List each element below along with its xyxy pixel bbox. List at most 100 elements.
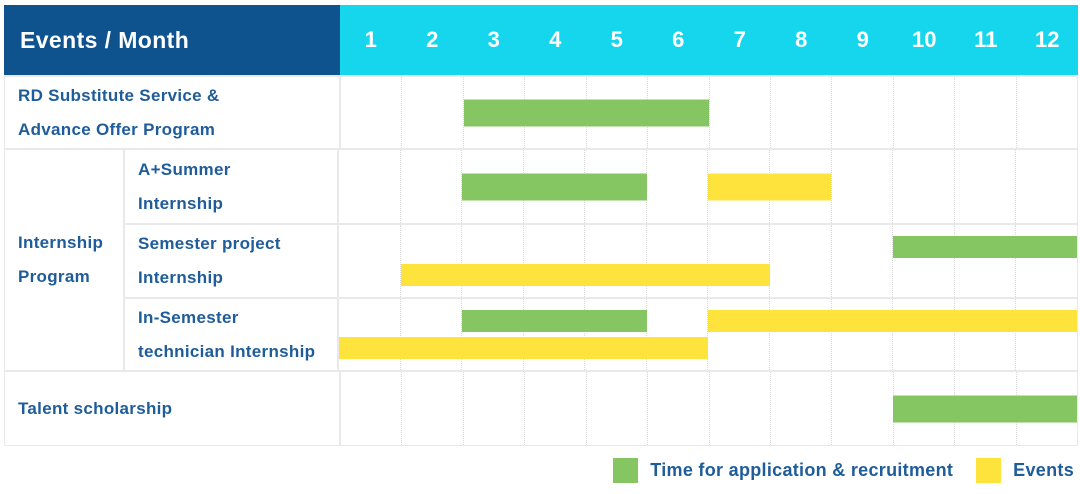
month-grid bbox=[339, 225, 1077, 297]
month-grid-column bbox=[710, 77, 771, 148]
row-label: RD Substitute Service & Advance Offer Pr… bbox=[5, 77, 341, 148]
month-grid-column bbox=[462, 299, 524, 370]
month-grid-column bbox=[341, 372, 403, 445]
events-month-header: Events / Month bbox=[4, 5, 340, 75]
month-grid-column bbox=[770, 225, 832, 297]
legend-label: Time for application & recruitment bbox=[650, 459, 954, 480]
month-grid-column bbox=[587, 372, 649, 445]
month-header-cell: 8 bbox=[795, 27, 808, 52]
month-header-cell: 12 bbox=[1035, 27, 1060, 52]
month-grid-column bbox=[339, 225, 401, 297]
month-header-cell: 6 bbox=[672, 27, 685, 52]
month-grid-column bbox=[832, 77, 894, 148]
month-header-cell: 4 bbox=[549, 27, 562, 52]
group-subrows: A+Summer Internship Semester project Inte… bbox=[125, 150, 1077, 370]
month-grid-column bbox=[770, 150, 832, 223]
month-grid-column bbox=[894, 77, 956, 148]
month-grid-column bbox=[893, 299, 955, 370]
gantt-bar-yellow bbox=[400, 263, 770, 286]
month-grid-column bbox=[402, 372, 464, 445]
gantt-bar-yellow bbox=[708, 173, 831, 200]
month-grid-column bbox=[708, 225, 771, 297]
month-grid-column bbox=[955, 299, 1017, 370]
schedule-table: Events / Month 1 2 3 4 5 6 7 8 9 10 11 12 RD Substi… bbox=[4, 5, 1078, 446]
group-row: Internship Program A+Summer Internship Sem… bbox=[5, 148, 1077, 370]
month-header-cell: 1 bbox=[364, 27, 377, 52]
month-grid-column bbox=[955, 150, 1017, 223]
month-grid-column bbox=[832, 299, 894, 370]
month-grid-column bbox=[401, 150, 463, 223]
gantt-bar-green bbox=[463, 99, 709, 126]
month-grid-column bbox=[647, 299, 709, 370]
row-chart-area bbox=[339, 150, 1077, 223]
row-chart-area bbox=[339, 225, 1077, 297]
table-row: RD Substitute Service & Advance Offer Pr… bbox=[5, 77, 1077, 148]
month-grid-column bbox=[401, 225, 463, 297]
month-grid-column bbox=[832, 150, 894, 223]
gantt-bar-green bbox=[462, 310, 647, 332]
table-subrow: Semester project Internship bbox=[125, 223, 1077, 297]
month-header-row: 1 2 3 4 5 6 7 8 9 10 11 12 bbox=[340, 5, 1078, 75]
row-chart-area bbox=[341, 372, 1077, 445]
table-subrow: A+Summer Internship bbox=[125, 150, 1077, 223]
month-grid-column bbox=[708, 299, 771, 370]
month-grid-column bbox=[462, 225, 524, 297]
month-grid-column bbox=[1017, 77, 1077, 148]
month-header-cell: 7 bbox=[733, 27, 746, 52]
month-grid-column bbox=[341, 77, 403, 148]
gantt-bar-green bbox=[893, 395, 1077, 422]
month-grid bbox=[341, 77, 1077, 148]
legend-swatch-green bbox=[613, 457, 639, 483]
month-grid-column bbox=[339, 299, 401, 370]
table-body: RD Substitute Service & Advance Offer Pr… bbox=[4, 75, 1078, 446]
month-grid-column bbox=[401, 299, 463, 370]
month-grid bbox=[339, 299, 1077, 370]
month-header-cell: 9 bbox=[856, 27, 869, 52]
legend-item: Time for application & recruitment bbox=[613, 457, 954, 483]
month-grid-column bbox=[832, 225, 894, 297]
table-header-row: Events / Month 1 2 3 4 5 6 7 8 9 10 11 12 bbox=[4, 5, 1078, 75]
month-grid-column bbox=[771, 372, 833, 445]
month-grid-column bbox=[339, 150, 401, 223]
gantt-bar-green bbox=[462, 173, 647, 200]
subrow-label: Semester project Internship bbox=[125, 225, 339, 297]
subrow-label: A+Summer Internship bbox=[125, 150, 339, 223]
group-label: Internship Program bbox=[5, 150, 125, 370]
month-grid-column bbox=[464, 372, 526, 445]
month-grid-column bbox=[648, 372, 710, 445]
legend-swatch-yellow bbox=[976, 457, 1002, 483]
row-chart-area bbox=[341, 77, 1077, 148]
month-header-cell: 3 bbox=[487, 27, 500, 52]
legend-label: Events bbox=[1013, 459, 1074, 480]
row-label: Talent scholarship bbox=[5, 372, 341, 445]
month-grid-column bbox=[647, 150, 709, 223]
month-grid-column bbox=[893, 150, 955, 223]
gantt-bar-yellow bbox=[708, 310, 1077, 332]
month-grid-column bbox=[893, 225, 955, 297]
month-grid-column bbox=[647, 225, 709, 297]
gantt-bar-yellow bbox=[339, 336, 708, 359]
month-header-cell: 2 bbox=[426, 27, 439, 52]
month-grid-column bbox=[710, 372, 771, 445]
month-grid-column bbox=[402, 77, 464, 148]
month-grid-column bbox=[585, 225, 647, 297]
month-header-cell: 10 bbox=[912, 27, 937, 52]
month-header-cell: 5 bbox=[610, 27, 623, 52]
month-grid-column bbox=[648, 77, 710, 148]
month-grid-column bbox=[585, 299, 647, 370]
month-header-cell: 11 bbox=[974, 27, 998, 52]
legend-item: Events bbox=[976, 457, 1074, 483]
month-grid-column bbox=[955, 225, 1017, 297]
month-grid-column bbox=[832, 372, 894, 445]
month-grid-column bbox=[770, 299, 832, 370]
month-grid-column bbox=[771, 77, 833, 148]
subrow-label: In-Semester technician Internship bbox=[125, 299, 339, 370]
row-chart-area bbox=[339, 299, 1077, 370]
table-subrow: In-Semester technician Internship bbox=[125, 297, 1077, 370]
table-row: Talent scholarship bbox=[5, 370, 1077, 445]
month-grid-column bbox=[524, 299, 586, 370]
legend: Time for application & recruitment Events bbox=[613, 454, 1074, 486]
month-grid-column bbox=[524, 225, 586, 297]
gantt-bar-green bbox=[892, 236, 1077, 259]
